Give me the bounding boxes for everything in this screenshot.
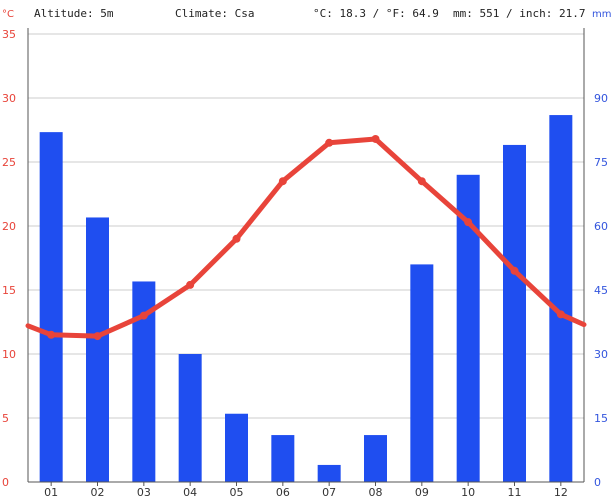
altitude-label: Altitude: 5m <box>34 7 114 20</box>
chart-axes <box>27 28 585 486</box>
temperature-point <box>417 177 426 186</box>
left-tick-label: 15 <box>2 284 16 297</box>
left-tick-label: 20 <box>2 220 16 233</box>
left-tick-label: 35 <box>2 28 16 41</box>
x-tick-label: 11 <box>508 486 522 499</box>
temperature-point <box>186 280 195 289</box>
temperature-point <box>278 177 287 186</box>
precipitation-bar <box>549 115 573 483</box>
temperature-point <box>464 218 473 227</box>
precipitation-bars <box>39 115 573 483</box>
left-tick-label: 0 <box>2 476 9 489</box>
left-tick-label: 25 <box>2 156 16 169</box>
temperature-point <box>232 234 241 243</box>
x-tick-label: 08 <box>369 486 383 499</box>
precipitation-bar <box>178 354 202 482</box>
x-tick-label: 07 <box>322 486 336 499</box>
right-axis-unit: mm <box>592 9 611 20</box>
left-tick-label: 30 <box>2 92 16 105</box>
x-tick-label: 03 <box>137 486 151 499</box>
right-tick-label: 75 <box>594 156 608 169</box>
temperature-point <box>47 330 56 339</box>
x-tick-label: 05 <box>230 486 244 499</box>
precipitation-bar <box>364 435 387 482</box>
precipitation-bar <box>503 144 526 482</box>
temperature-line <box>25 134 587 341</box>
precipitation-summary: mm: 551 / inch: 21.7 <box>453 7 585 20</box>
x-tick-label: 01 <box>44 486 58 499</box>
x-tick-label: 12 <box>554 486 568 499</box>
right-tick-label: 0 <box>594 476 601 489</box>
x-tick-label: 06 <box>276 486 290 499</box>
x-tick-label: 04 <box>183 486 197 499</box>
precipitation-bar <box>225 413 248 482</box>
x-tick-label: 10 <box>461 486 475 499</box>
temperature-point <box>325 138 334 147</box>
precipitation-bar <box>410 264 434 482</box>
left-tick-label: 5 <box>2 412 9 425</box>
precipitation-bar <box>456 174 480 483</box>
gridlines <box>28 33 584 419</box>
right-tick-label: 30 <box>594 348 608 361</box>
climate-label: Climate: Csa <box>175 7 254 20</box>
precipitation-bar <box>271 435 295 482</box>
left-tick-label: 10 <box>2 348 16 361</box>
temperature-point <box>93 332 102 341</box>
left-axis-unit: °C <box>2 9 14 20</box>
x-tick-label: 09 <box>415 486 429 499</box>
right-tick-label: 15 <box>594 412 608 425</box>
precipitation-bar <box>317 464 341 482</box>
temperature-point <box>139 311 148 320</box>
x-tick-label: 02 <box>91 486 105 499</box>
temperature-point <box>556 310 565 319</box>
right-tick-label: 45 <box>594 284 608 297</box>
precipitation-bar <box>39 132 63 482</box>
right-tick-label: 60 <box>594 220 608 233</box>
temperature-point <box>371 134 380 143</box>
precipitation-bar <box>132 281 156 482</box>
precipitation-bar <box>86 217 109 482</box>
temperature-line-path <box>25 136 587 339</box>
temperature-point <box>510 266 519 275</box>
right-tick-label: 90 <box>594 92 608 105</box>
temperature-summary: °C: 18.3 / °F: 64.9 <box>313 7 439 20</box>
